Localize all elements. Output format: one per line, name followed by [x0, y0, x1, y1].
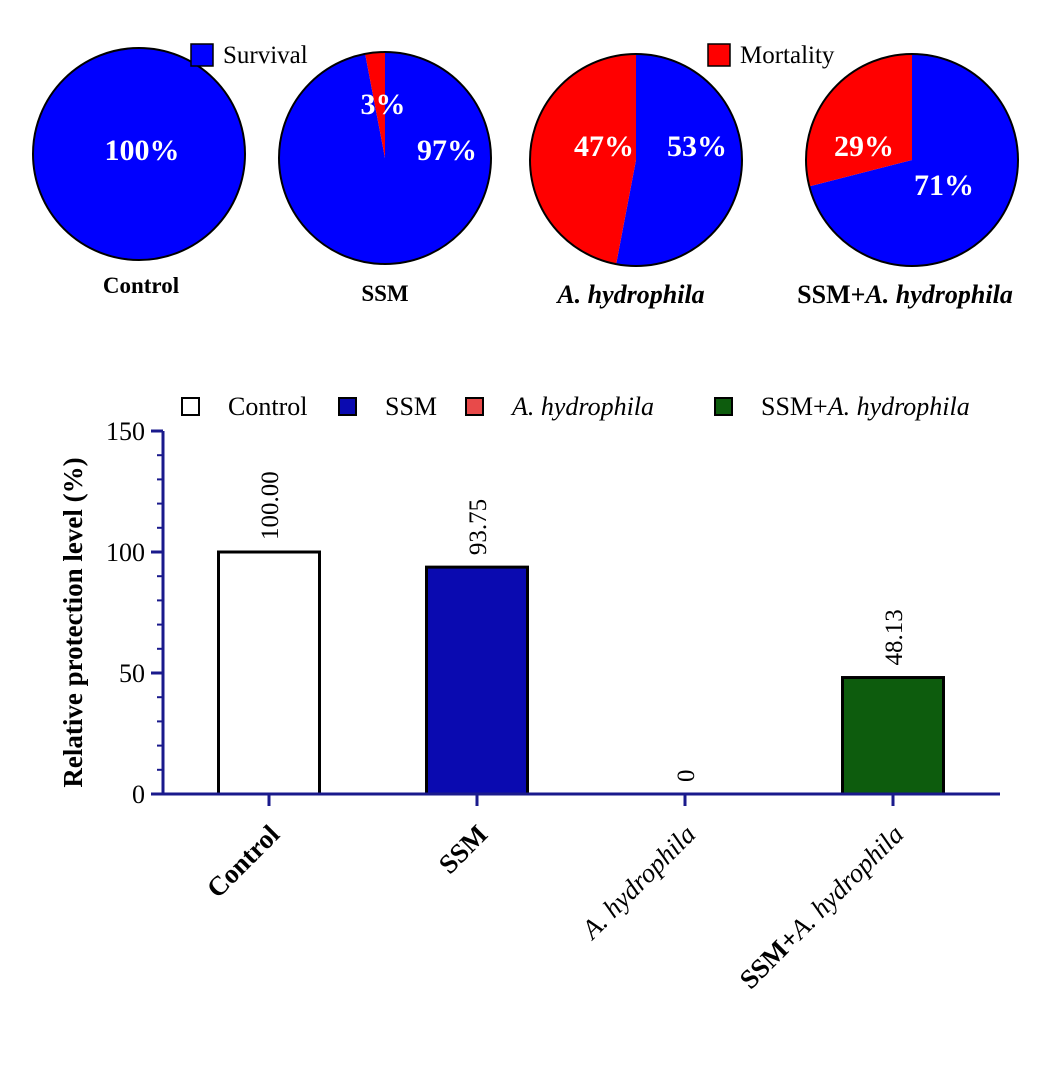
bar-legend-item-2: SSM — [338, 392, 437, 421]
legend-swatch — [338, 397, 357, 416]
legend-label: SSM+A. hydrophila — [761, 392, 970, 421]
x-tick-label: SSM — [433, 819, 493, 879]
bar-1 — [217, 550, 321, 796]
pie-slice — [805, 54, 912, 187]
x-tick-label: Control — [201, 819, 286, 904]
pie-slice-label: 100% — [105, 134, 180, 167]
legend-swatch — [714, 397, 733, 416]
bar-chart: 100.00 93.75 0 48.13 0 50 100 150 Control SSM A. h… — [58, 417, 1000, 995]
pie-chart-1: 100% Control — [32, 47, 246, 298]
pie-outline — [805, 53, 1019, 267]
bar-4 — [841, 676, 945, 796]
bar-2 — [425, 565, 529, 796]
pie-slice-label: 47% — [574, 130, 634, 163]
bar-value-label: 0 — [673, 770, 700, 783]
pie-legend-item-survival: Survival — [190, 42, 308, 69]
pie-outline — [278, 51, 492, 265]
bar-legend-item-4: SSM+A. hydrophila — [714, 392, 970, 421]
pie-slice-label: 97% — [417, 134, 477, 167]
pie-slice-label: 53% — [667, 130, 727, 163]
pie-category-label: SSM — [361, 281, 409, 306]
y-tick-label: 150 — [106, 417, 145, 446]
pie-legend-item-mortality: Mortality — [707, 42, 835, 69]
pie-chart-3: 53% 47% A. hydrophila — [529, 53, 743, 309]
pie-chart-4: 71% 29% SSM+A. hydrophila — [797, 53, 1019, 309]
pie-outline — [529, 53, 743, 267]
legend-swatch — [707, 43, 731, 67]
legend-swatch — [181, 397, 200, 416]
y-tick-label: 100 — [106, 538, 145, 567]
pie-slice — [32, 47, 246, 261]
bar-legend-item-1: Control — [181, 392, 307, 421]
legend-label: SSM — [385, 392, 437, 421]
y-axis-label: Relative protection level (%) — [58, 457, 88, 787]
pie-slice — [809, 54, 1018, 266]
legend-label: Control — [228, 392, 307, 421]
bar-value-label: 48.13 — [881, 609, 908, 665]
y-tick-label: 0 — [132, 780, 145, 809]
pie-category-label: A. hydrophila — [555, 280, 704, 309]
pie-category-label: SSM+A. hydrophila — [797, 280, 1013, 309]
legend-label: A. hydrophila — [510, 392, 654, 421]
pie-slice-label: 3% — [361, 88, 406, 121]
pie-slice-label: 29% — [834, 130, 894, 163]
pie-slice — [529, 54, 636, 265]
legend-label: Survival — [223, 42, 308, 69]
x-tick-label: SSM+A. hydrophila — [734, 819, 910, 995]
pie-slice-label: 71% — [914, 169, 974, 202]
x-tick-label: A. hydrophila — [574, 819, 701, 946]
legend-swatch — [190, 43, 214, 67]
legend-swatch — [465, 397, 484, 416]
bar-legend-item-3: A. hydrophila — [465, 392, 654, 421]
legend-label: Mortality — [740, 42, 835, 69]
pie-slice — [365, 52, 385, 158]
pie-slice — [616, 54, 742, 266]
bar-value-label: 93.75 — [465, 499, 492, 555]
y-tick-label: 50 — [119, 659, 145, 688]
bar-value-label: 100.00 — [257, 471, 284, 540]
pie-category-label: Control — [103, 273, 179, 298]
pie-chart-2: 97% 3% SSM — [278, 51, 492, 306]
